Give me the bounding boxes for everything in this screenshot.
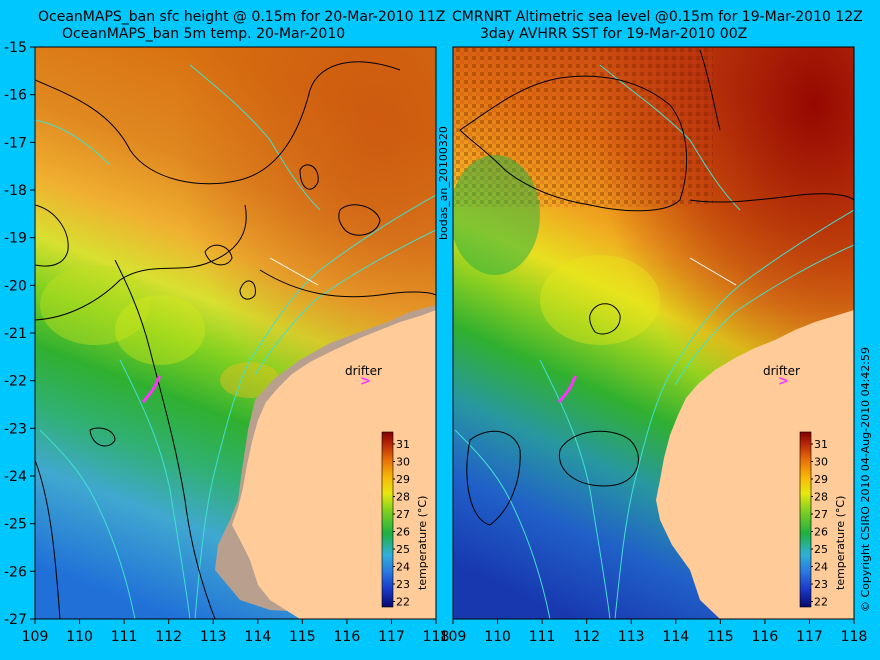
left-colorbar: 31 30 29 28 27 26 25 24 23 22 temperature (°C) xyxy=(381,431,429,609)
right-longitude-labels: 109 110 111 112 113 114 115 116 117 118 xyxy=(440,619,868,645)
longitude-label: 116 xyxy=(334,629,361,645)
colorbar-tick-label: 29 xyxy=(814,473,828,486)
colorbar-tick-label: 31 xyxy=(814,438,828,451)
left-drifter-track xyxy=(141,374,162,403)
colorbar-tick-label: 25 xyxy=(814,543,828,556)
longitude-label: 118 xyxy=(841,629,868,645)
right-drifter-marker: > xyxy=(778,374,789,389)
longitude-label: 112 xyxy=(573,629,600,645)
middle-vertical-label: bodas_an_20100320 xyxy=(437,126,450,240)
latitude-label: -24 xyxy=(4,469,27,485)
left-title-line2: OceanMAPS_ban 5m temp. 20-Mar-2010 xyxy=(62,26,345,42)
colorbar-tick-label: 23 xyxy=(814,578,828,591)
colorbar-tick-label: 25 xyxy=(396,543,410,556)
latitude-label: -16 xyxy=(4,88,27,104)
colorbar-tick-label: 26 xyxy=(814,526,828,539)
left-drifter-label: drifter xyxy=(345,364,382,378)
longitude-label: 110 xyxy=(484,629,511,645)
latitude-label: -23 xyxy=(4,421,27,437)
latitude-label: -15 xyxy=(4,40,27,56)
left-map-panel xyxy=(35,47,436,619)
latitude-label: -17 xyxy=(4,135,27,151)
right-drifter-label: drifter xyxy=(763,364,800,378)
longitude-label: 114 xyxy=(244,629,271,645)
colorbar-tick-label: 28 xyxy=(814,491,828,504)
longitude-label: 110 xyxy=(66,629,93,645)
longitude-label: 111 xyxy=(111,629,138,645)
longitude-label: 113 xyxy=(618,629,645,645)
right-ssh-contours xyxy=(459,49,854,526)
colorbar-tick-label: 22 xyxy=(396,596,410,609)
colorbar-tick-label: 28 xyxy=(396,491,410,504)
longitude-label: 118 xyxy=(423,629,450,645)
latitude-label: -18 xyxy=(4,183,27,199)
colorbar-tick-label: 26 xyxy=(396,526,410,539)
left-ssh-contours xyxy=(35,61,436,619)
left-drifter-marker: > xyxy=(360,374,371,389)
latitude-label: -25 xyxy=(4,517,27,533)
colorbar-tick-label: 29 xyxy=(396,473,410,486)
colorbar-tick-label: 27 xyxy=(814,508,828,521)
longitude-label: 113 xyxy=(200,629,227,645)
longitude-label: 109 xyxy=(440,629,467,645)
left-colorbar-title: temperature (°C) xyxy=(416,496,429,590)
left-bathymetry-contours xyxy=(35,64,436,619)
right-colorbar-ticks: 31 30 29 28 27 26 25 24 23 22 xyxy=(811,438,828,609)
latitude-label: -27 xyxy=(4,612,27,628)
longitude-label: 116 xyxy=(752,629,779,645)
latitude-label: -19 xyxy=(4,231,27,247)
colorbar-tick-label: 22 xyxy=(814,596,828,609)
right-colorbar-title: temperature (°C) xyxy=(834,496,847,590)
longitude-label: 115 xyxy=(289,629,316,645)
longitude-label: 117 xyxy=(378,629,405,645)
right-drifter-track xyxy=(557,374,578,403)
right-bathymetry-contours xyxy=(454,64,854,619)
longitude-label: 115 xyxy=(707,629,734,645)
right-title-line2: 3day AVHRR SST for 19-Mar-2010 00Z xyxy=(480,26,747,42)
longitude-label: 109 xyxy=(22,629,49,645)
left-longitude-labels: 109 110 111 112 113 114 115 116 117 118 xyxy=(22,619,450,645)
longitude-label: 117 xyxy=(796,629,823,645)
right-colorbar: 31 30 29 28 27 26 25 24 23 22 temperature (°C) xyxy=(799,431,847,609)
latitude-label: -26 xyxy=(4,564,27,580)
colorbar-tick-label: 30 xyxy=(396,456,410,469)
left-colorbar-ticks: 31 30 29 28 27 26 25 24 23 22 xyxy=(393,438,410,609)
latitude-label: -22 xyxy=(4,374,27,390)
longitude-label: 111 xyxy=(529,629,556,645)
latitude-label: -21 xyxy=(4,326,27,342)
longitude-label: 112 xyxy=(155,629,182,645)
latitude-label: -20 xyxy=(4,278,27,294)
colorbar-tick-label: 31 xyxy=(396,438,410,451)
colorbar-tick-label: 24 xyxy=(814,561,828,574)
copyright-label: © Copyright CSIRO 2010 04-Aug-2010 04:42… xyxy=(859,347,872,612)
latitude-labels: -15 -16 -17 -18 -19 -20 -21 -22 -23 -24 -25 -26 -27 xyxy=(4,40,35,628)
right-map-panel xyxy=(453,47,854,619)
longitude-label: 114 xyxy=(662,629,689,645)
colorbar-tick-label: 27 xyxy=(396,508,410,521)
left-title-line1: OceanMAPS_ban sfc height @ 0.15m for 20-… xyxy=(38,9,445,25)
colorbar-tick-label: 30 xyxy=(814,456,828,469)
right-title-line1: CMRNRT Altimetric sea level @0.15m for 1… xyxy=(452,9,863,25)
colorbar-tick-label: 23 xyxy=(396,578,410,591)
colorbar-tick-label: 24 xyxy=(396,561,410,574)
